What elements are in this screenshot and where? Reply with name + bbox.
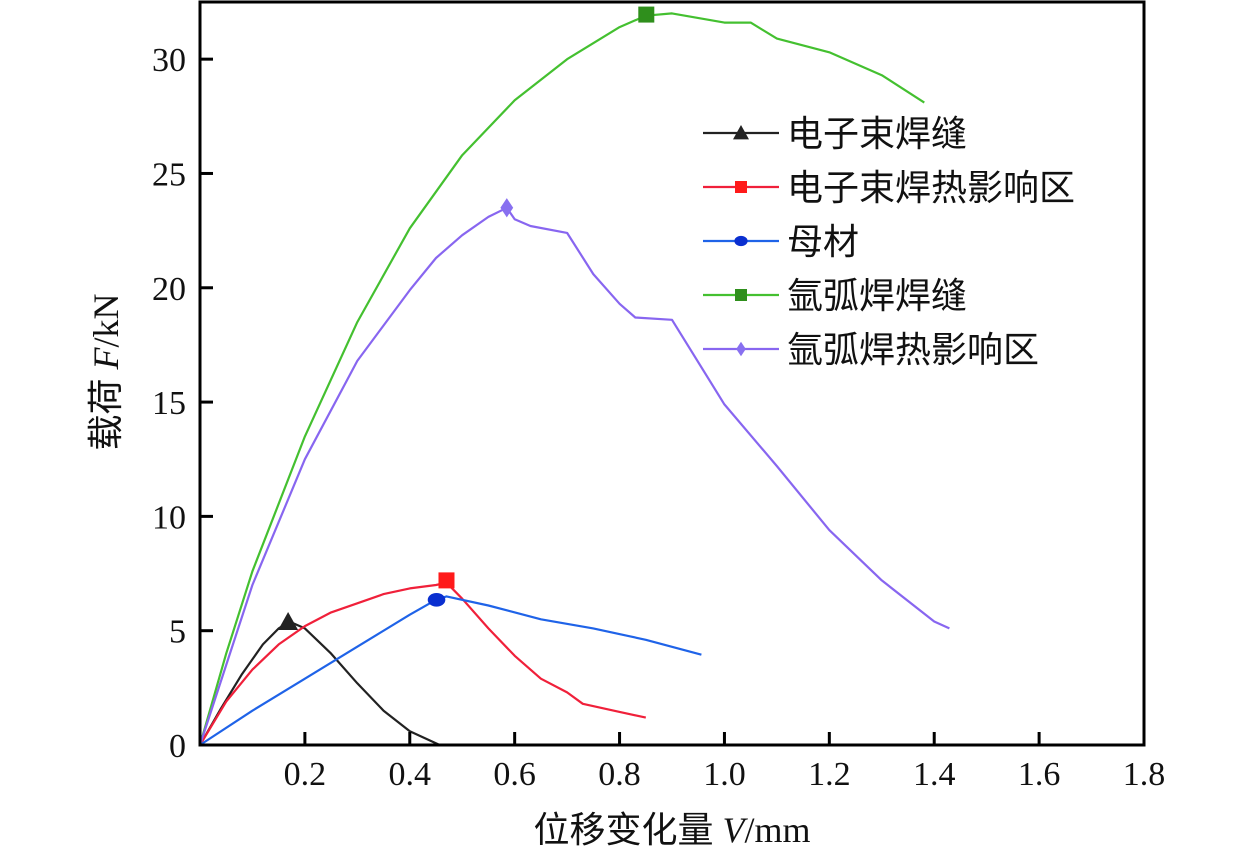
y-tick-label: 20 <box>152 271 186 308</box>
x-tick-label: 0.2 <box>284 756 327 793</box>
series-line-1 <box>199 620 441 747</box>
peak-marker-2 <box>438 572 455 589</box>
legend-marker-4 <box>735 289 747 301</box>
y-tick-label: 10 <box>152 499 186 536</box>
y-tick-label: 0 <box>169 728 186 765</box>
legend-marker-5 <box>736 341 746 357</box>
legend-label-1: 电子束焊缝 <box>787 114 967 154</box>
x-tick-label: 1.8 <box>1123 756 1166 793</box>
x-axis-title: 位移变化量 V/mm <box>533 810 810 850</box>
x-tick-label: 1.0 <box>703 756 746 793</box>
x-tick-label: 0.8 <box>598 756 641 793</box>
y-tick-label: 25 <box>152 156 186 193</box>
legend-label-3: 母材 <box>787 222 859 262</box>
peak-marker-5 <box>500 198 514 218</box>
x-tick-label: 1.4 <box>913 756 956 793</box>
x-tick-label: 1.6 <box>1018 756 1061 793</box>
peak-marker-1 <box>278 612 299 631</box>
series-line-5 <box>198 206 950 746</box>
x-tick-label: 1.2 <box>808 756 851 793</box>
legend-marker-3 <box>734 235 748 247</box>
y-tick-label: 30 <box>152 42 186 79</box>
x-tick-label: 0.4 <box>389 756 432 793</box>
series-line-2 <box>199 581 647 746</box>
legend-marker-1 <box>733 125 749 140</box>
legend-label-4: 氩弧焊焊缝 <box>787 276 967 316</box>
series-line-4 <box>198 12 925 746</box>
legend-label-2: 电子束焊热影响区 <box>787 168 1075 208</box>
x-tick-label: 0.6 <box>493 756 536 793</box>
y-tick-label: 5 <box>169 614 186 651</box>
legend-marker-2 <box>735 181 747 193</box>
series-line-3 <box>199 595 702 746</box>
peak-marker-3 <box>427 593 446 607</box>
axes: 0.2 0.4 0.6 0.8 1.0 1.2 1.4 1.6 1.8 0 5 10 15 20 25 30 <box>152 0 1166 793</box>
series-layer <box>198 6 950 747</box>
y-tick-label: 15 <box>152 385 186 422</box>
peak-marker-4 <box>638 6 655 23</box>
legend-label-5: 氩弧焊热影响区 <box>787 330 1039 370</box>
plot-frame <box>198 0 1146 747</box>
y-axis-title: 载荷 F/kN <box>86 293 126 450</box>
